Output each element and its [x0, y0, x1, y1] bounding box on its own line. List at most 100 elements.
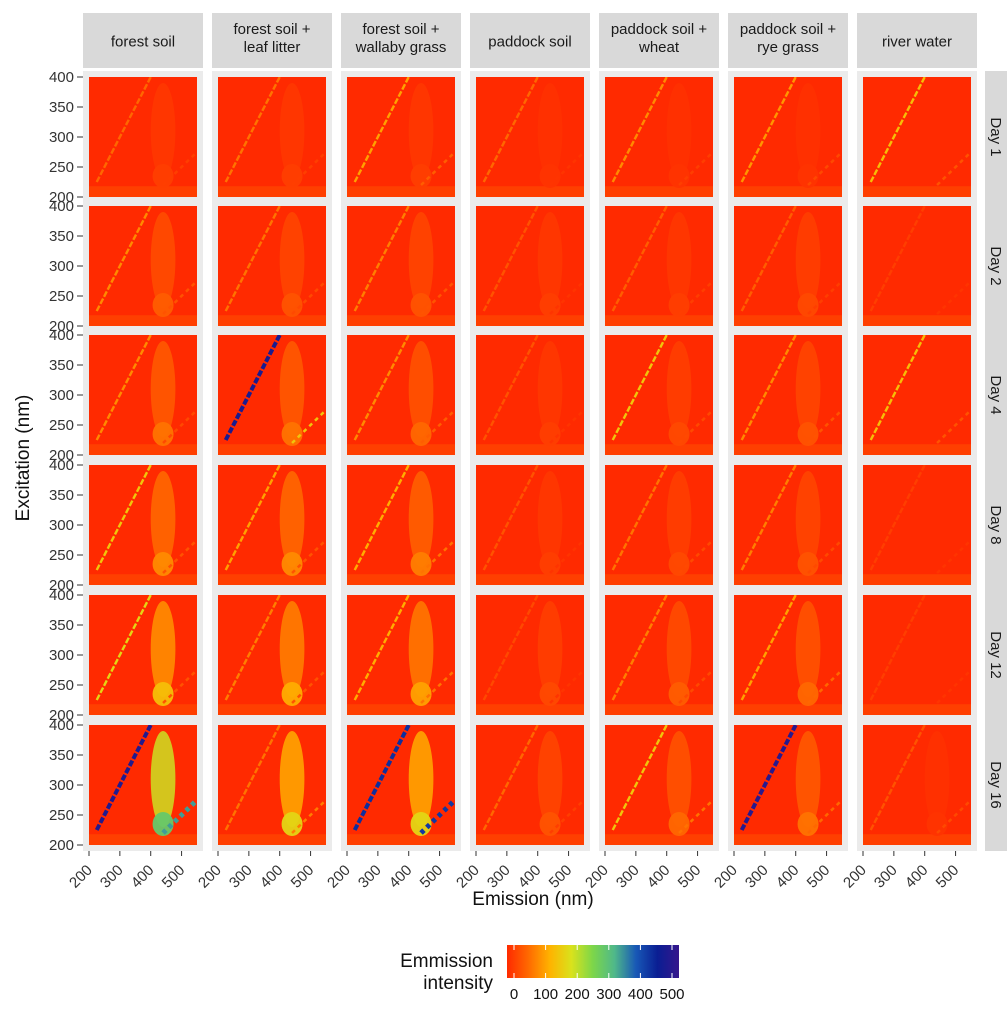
- column-strip-label: forest soil + wallaby grass: [355, 21, 447, 56]
- heatmap-base: [89, 77, 197, 197]
- heatmap-base: [476, 206, 584, 326]
- heatmap-base: [218, 77, 326, 197]
- x-tick-label: 500: [933, 862, 963, 892]
- heatmap-base: [218, 465, 326, 585]
- y-tick-label: 350: [49, 99, 74, 116]
- y-axis-title: Excitation (nm): [13, 395, 34, 522]
- heatmap-base: [605, 77, 713, 197]
- x-tick-label: 400: [386, 862, 416, 892]
- y-axes: 2002503003504002002503003504002002503003…: [49, 69, 83, 854]
- heatmap-base: [89, 595, 197, 715]
- low-excitation-noise: [734, 444, 842, 455]
- heatmap-base: [476, 725, 584, 845]
- low-excitation-noise: [863, 315, 971, 326]
- panel: [212, 329, 332, 461]
- low-excitation-noise: [89, 834, 197, 845]
- column-strip-label: forest soil: [111, 34, 175, 51]
- panel: [341, 329, 461, 461]
- row-strips: Day 1 Day 2 Day 4 Day 8 Day 12 Day 16: [985, 71, 1007, 851]
- panel: [857, 719, 977, 851]
- legend-tick-label: 400: [628, 986, 653, 1003]
- heatmap-base: [476, 465, 584, 585]
- panel: [599, 459, 719, 591]
- panel: [83, 200, 203, 332]
- x-tick-label: 200: [840, 862, 870, 892]
- x-tick-label: 500: [546, 862, 576, 892]
- panel: [599, 329, 719, 461]
- legend-tick-label: 300: [596, 986, 621, 1003]
- y-tick-label: 250: [49, 547, 74, 564]
- low-excitation-noise: [89, 444, 197, 455]
- y-tick-label: 350: [49, 487, 74, 504]
- y-tick-label: 250: [49, 288, 74, 305]
- low-excitation-noise: [605, 704, 713, 715]
- row-strip: Day 4: [985, 329, 1007, 461]
- x-tick-label: 300: [355, 862, 385, 892]
- panel: [212, 200, 332, 332]
- column-strip-label: paddock soil: [488, 34, 571, 51]
- heatmap-base: [863, 77, 971, 197]
- column-strip-label: river water: [882, 34, 952, 51]
- y-tick-label: 350: [49, 228, 74, 245]
- panel: [470, 71, 590, 203]
- row-strip-label: Day 8: [987, 505, 1004, 544]
- row-strip: Day 2: [985, 200, 1007, 332]
- y-tick-label: 400: [49, 198, 74, 215]
- low-excitation-noise: [218, 315, 326, 326]
- heatmap-base: [863, 335, 971, 455]
- y-tick-label: 400: [49, 587, 74, 604]
- low-excitation-noise: [734, 704, 842, 715]
- low-excitation-noise: [863, 704, 971, 715]
- x-axis: 200 300 400 500: [711, 851, 833, 892]
- low-excitation-noise: [218, 704, 326, 715]
- heatmap-base: [605, 206, 713, 326]
- panel: [728, 589, 848, 721]
- panel: [857, 589, 977, 721]
- y-axis: 200 250 300 350 400: [49, 69, 83, 206]
- y-tick-label: 300: [49, 517, 74, 534]
- x-tick-label: 200: [711, 862, 741, 892]
- low-excitation-noise: [863, 444, 971, 455]
- legend-tick-label: 500: [659, 986, 684, 1003]
- y-tick-label: 250: [49, 807, 74, 824]
- panel: [341, 459, 461, 591]
- panel: [599, 589, 719, 721]
- y-tick-label: 250: [49, 159, 74, 176]
- heatmap-base: [734, 77, 842, 197]
- legend-colorbar: [507, 945, 679, 978]
- heatmap-base: [476, 335, 584, 455]
- panel: [470, 589, 590, 721]
- heatmap-base: [605, 335, 713, 455]
- heatmap-base: [89, 206, 197, 326]
- low-excitation-noise: [347, 834, 455, 845]
- panel: [728, 71, 848, 203]
- panel: [83, 719, 203, 851]
- x-tick-label: 300: [484, 862, 514, 892]
- panel: [857, 200, 977, 332]
- panel: [857, 459, 977, 591]
- y-tick-label: 300: [49, 647, 74, 664]
- legend-tick-label: 0: [510, 986, 518, 1003]
- y-tick-label: 400: [49, 69, 74, 86]
- x-tick-label: 300: [613, 862, 643, 892]
- low-excitation-noise: [605, 834, 713, 845]
- y-axis: 200 250 300 350 400: [49, 457, 83, 594]
- heatmap-base: [218, 725, 326, 845]
- panel: [728, 329, 848, 461]
- column-strip: paddock soil + rye grass: [728, 13, 848, 68]
- x-axis: 200 300 400 500: [324, 851, 446, 892]
- low-excitation-noise: [476, 834, 584, 845]
- low-excitation-noise: [89, 704, 197, 715]
- y-axis: 200 250 300 350 400: [49, 327, 83, 464]
- x-axis: 200 300 400 500: [66, 851, 188, 892]
- heatmap-base: [218, 206, 326, 326]
- heatmap-base: [734, 595, 842, 715]
- y-tick-label: 400: [49, 717, 74, 734]
- low-excitation-noise: [89, 574, 197, 585]
- x-tick-label: 500: [159, 862, 189, 892]
- column-strip: forest soil: [83, 13, 203, 68]
- heatmap-base: [347, 465, 455, 585]
- x-tick-label: 500: [804, 862, 834, 892]
- low-excitation-noise: [734, 834, 842, 845]
